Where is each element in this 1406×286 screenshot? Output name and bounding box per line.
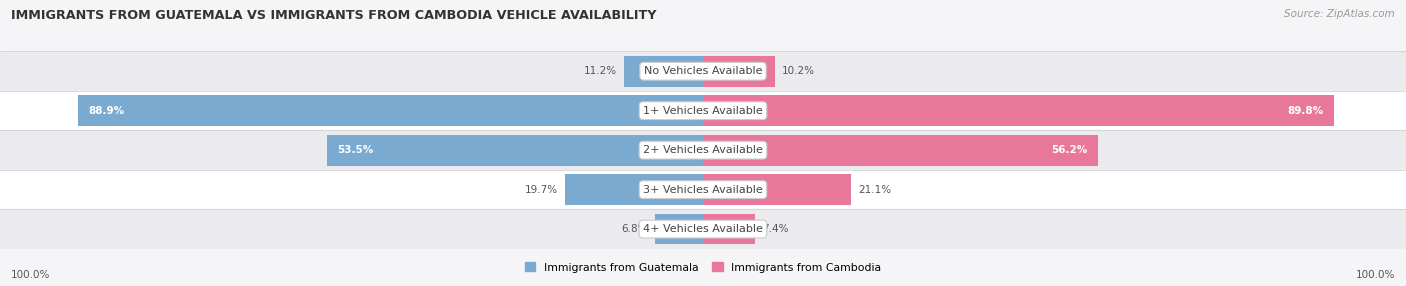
Text: 2+ Vehicles Available: 2+ Vehicles Available: [643, 145, 763, 155]
Bar: [326, 135, 703, 166]
Text: 89.8%: 89.8%: [1288, 106, 1324, 116]
Text: 56.2%: 56.2%: [1052, 145, 1088, 155]
Bar: [703, 214, 755, 245]
Text: IMMIGRANTS FROM GUATEMALA VS IMMIGRANTS FROM CAMBODIA VEHICLE AVAILABILITY: IMMIGRANTS FROM GUATEMALA VS IMMIGRANTS …: [11, 9, 657, 21]
Text: Source: ZipAtlas.com: Source: ZipAtlas.com: [1284, 9, 1395, 19]
Text: 10.2%: 10.2%: [782, 66, 814, 76]
Text: 100.0%: 100.0%: [11, 270, 51, 279]
Text: 88.9%: 88.9%: [89, 106, 125, 116]
Text: 7.4%: 7.4%: [762, 224, 789, 234]
Bar: [0, 51, 1406, 91]
Bar: [0, 130, 1406, 170]
Bar: [0, 91, 1406, 130]
Bar: [565, 174, 703, 205]
Text: 53.5%: 53.5%: [337, 145, 374, 155]
Text: 21.1%: 21.1%: [858, 185, 891, 194]
Bar: [703, 135, 1098, 166]
Bar: [0, 209, 1406, 249]
Bar: [703, 174, 852, 205]
Text: 3+ Vehicles Available: 3+ Vehicles Available: [643, 185, 763, 194]
Text: 19.7%: 19.7%: [524, 185, 558, 194]
Text: 11.2%: 11.2%: [583, 66, 617, 76]
Text: No Vehicles Available: No Vehicles Available: [644, 66, 762, 76]
Bar: [624, 56, 703, 87]
Bar: [703, 95, 1334, 126]
Bar: [655, 214, 703, 245]
Bar: [0, 170, 1406, 209]
Text: 6.8%: 6.8%: [621, 224, 648, 234]
Legend: Immigrants from Guatemala, Immigrants from Cambodia: Immigrants from Guatemala, Immigrants fr…: [524, 262, 882, 273]
Text: 4+ Vehicles Available: 4+ Vehicles Available: [643, 224, 763, 234]
Text: 100.0%: 100.0%: [1355, 270, 1395, 279]
Text: 1+ Vehicles Available: 1+ Vehicles Available: [643, 106, 763, 116]
Bar: [703, 56, 775, 87]
Bar: [77, 95, 703, 126]
